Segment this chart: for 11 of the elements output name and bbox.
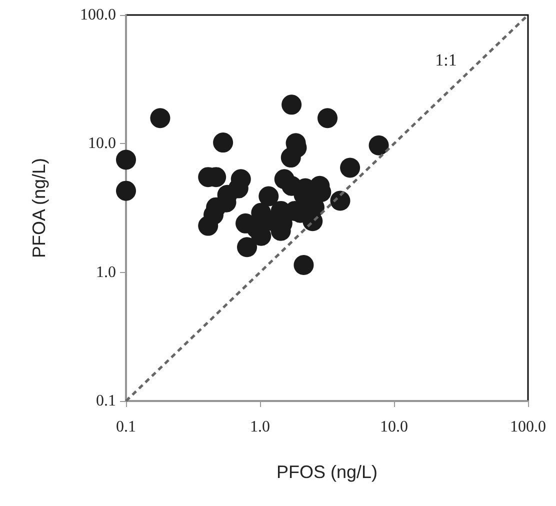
x-axis-title: PFOS (ng/L) bbox=[276, 462, 378, 482]
y-tick-label: 0.1 bbox=[96, 392, 116, 410]
x-tick-label: 100.0 bbox=[510, 418, 546, 436]
x-tick-label: 0.1 bbox=[116, 418, 136, 436]
y-tick-label: 100.0 bbox=[80, 6, 116, 24]
y-axis-title: PFOA (ng/L) bbox=[29, 158, 49, 258]
x-tick-label: 1.0 bbox=[250, 418, 270, 436]
y-tick-label: 1.0 bbox=[96, 264, 116, 281]
x-tick-label: 10.0 bbox=[380, 418, 408, 436]
y-tick-label: 10.0 bbox=[88, 135, 116, 152]
annotation: 1:1 bbox=[435, 50, 457, 70]
